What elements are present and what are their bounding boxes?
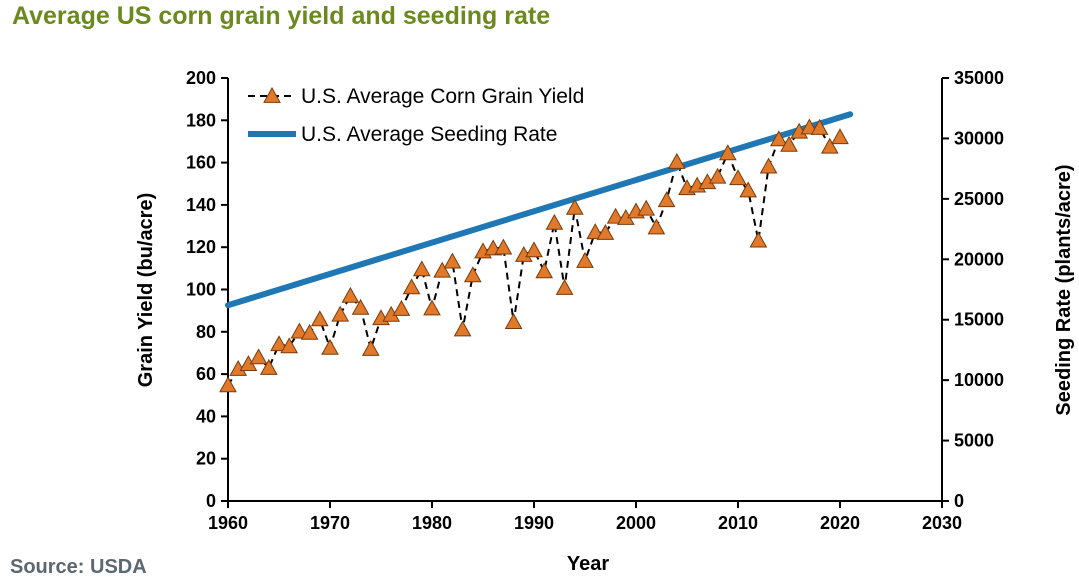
y-tick-label: 120 bbox=[186, 237, 216, 257]
yield-point bbox=[780, 135, 798, 152]
yield-point bbox=[545, 213, 564, 230]
yield-point bbox=[331, 305, 350, 322]
chart-ticks: 1960 1970 1980 1990 2000 2010 2020 203002040608… bbox=[186, 68, 1004, 533]
y2-tick-label: 30000 bbox=[954, 128, 1004, 148]
yield-point bbox=[433, 261, 452, 278]
yield-point bbox=[270, 335, 288, 352]
yield-point bbox=[749, 231, 768, 248]
yield-point bbox=[280, 337, 299, 354]
yield-point bbox=[310, 310, 329, 327]
yield-point bbox=[637, 199, 656, 216]
yield-point bbox=[412, 260, 431, 277]
yield-point bbox=[596, 223, 615, 240]
y-tick-label: 100 bbox=[186, 280, 216, 300]
x-axis-title: Year bbox=[567, 553, 609, 575]
y2-tick-label: 0 bbox=[954, 491, 964, 511]
yield-point bbox=[565, 198, 584, 215]
y-tick-label: 20 bbox=[196, 449, 216, 469]
y2-tick-label: 15000 bbox=[954, 310, 1004, 330]
x-tick-label: 2030 bbox=[922, 513, 962, 533]
yield-point bbox=[443, 252, 462, 269]
x-tick-label: 1970 bbox=[310, 513, 350, 533]
yield-point bbox=[647, 218, 666, 235]
x-tick-label: 1980 bbox=[412, 513, 452, 533]
y-tick-label: 160 bbox=[186, 153, 216, 173]
y2-tick-label: 25000 bbox=[954, 189, 1004, 209]
yield-point bbox=[586, 223, 605, 240]
yield-point bbox=[351, 298, 370, 315]
yield-point bbox=[708, 167, 727, 184]
y2-tick-label: 35000 bbox=[954, 68, 1004, 88]
yield-point bbox=[402, 278, 421, 295]
yield-point bbox=[290, 322, 309, 339]
yield-point bbox=[739, 181, 758, 198]
yield-point bbox=[759, 157, 778, 174]
yield-point bbox=[576, 251, 594, 268]
yield-point bbox=[535, 262, 554, 279]
yield-point bbox=[769, 130, 788, 147]
seeding-rate-line bbox=[225, 111, 854, 309]
yield-point bbox=[321, 338, 339, 355]
yield-point bbox=[249, 348, 268, 365]
yield-point bbox=[300, 323, 319, 340]
x-tick-label: 2000 bbox=[616, 513, 656, 533]
yield-point bbox=[525, 241, 543, 258]
legend-yield-label: U.S. Average Corn Grain Yield bbox=[301, 85, 584, 108]
y-tick-label: 0 bbox=[206, 491, 216, 511]
yield-point bbox=[729, 169, 747, 186]
x-tick-label: 1990 bbox=[514, 513, 554, 533]
x-tick-label: 2020 bbox=[820, 513, 860, 533]
y-tick-label: 60 bbox=[196, 364, 216, 384]
legend-yield-marker bbox=[263, 86, 281, 103]
y-tick-label: 80 bbox=[196, 322, 216, 342]
yield-point bbox=[423, 299, 441, 316]
yield-point bbox=[657, 191, 676, 208]
x-tick-label: 1960 bbox=[208, 513, 248, 533]
yield-point bbox=[820, 137, 839, 154]
yield-point bbox=[494, 238, 513, 255]
y-tick-label: 200 bbox=[186, 68, 216, 88]
yield-point bbox=[361, 339, 380, 356]
yield-point bbox=[606, 207, 625, 224]
chart-legend: U.S. Average Corn Grain Yield U.S. Averag… bbox=[248, 85, 584, 146]
y-tick-label: 140 bbox=[186, 195, 216, 215]
y2-tick-label: 10000 bbox=[954, 370, 1004, 390]
yield-point bbox=[259, 358, 278, 375]
chart-title: Average US corn grain yield and seeding … bbox=[12, 2, 551, 30]
legend-seeding-label: U.S. Average Seeding Rate bbox=[301, 123, 557, 146]
yield-point bbox=[463, 266, 482, 283]
yield-point bbox=[453, 320, 472, 337]
yield-point bbox=[667, 152, 686, 169]
x-tick-label: 2010 bbox=[718, 513, 758, 533]
y2-tick-label: 5000 bbox=[954, 431, 994, 451]
yield-point bbox=[555, 278, 574, 295]
yield-point bbox=[810, 118, 829, 135]
yield-point bbox=[341, 286, 360, 303]
y-axis-title: Grain Yield (bu/acre) bbox=[135, 193, 157, 388]
yield-point bbox=[831, 128, 849, 145]
y-tick-label: 180 bbox=[186, 110, 216, 130]
yield-point bbox=[504, 313, 523, 329]
chart-series bbox=[219, 111, 854, 393]
yield-point bbox=[219, 376, 237, 393]
y-tick-label: 40 bbox=[196, 406, 216, 426]
y2-tick-label: 20000 bbox=[954, 249, 1004, 269]
yield-point bbox=[392, 299, 411, 316]
source-note: Source: USDA bbox=[10, 556, 147, 578]
y2-axis-title: Seeding Rate (plants/acre) bbox=[1053, 164, 1075, 415]
yield-point bbox=[718, 144, 737, 161]
